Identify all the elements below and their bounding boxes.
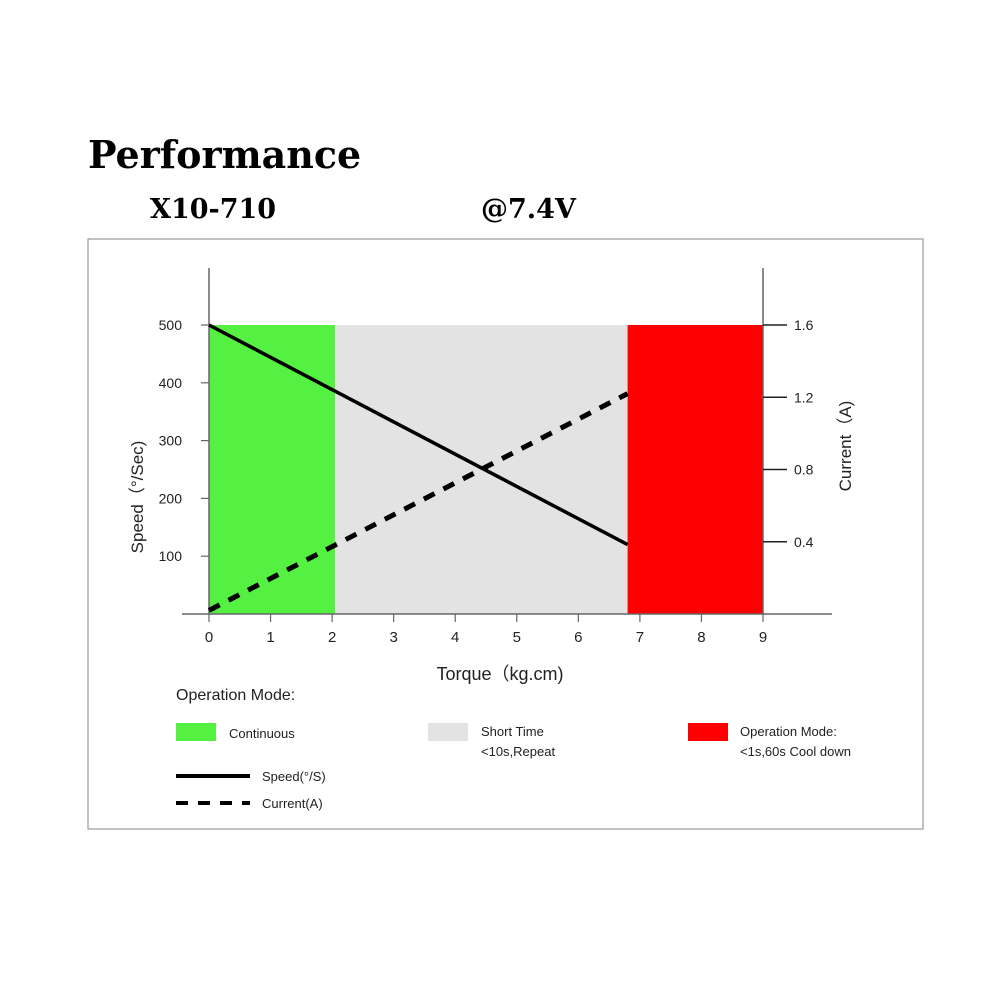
x-tick-label: 3 xyxy=(389,629,397,646)
series-lines xyxy=(207,323,629,613)
speed-line xyxy=(208,323,629,547)
legend-swatch-overload xyxy=(688,723,728,741)
legend-label-speed: Speed(°/S) xyxy=(262,769,326,784)
x-tick-label: 4 xyxy=(451,629,459,646)
x-tick-label: 0 xyxy=(205,629,213,646)
legend-swatch-continuous xyxy=(176,723,216,741)
legend-sublabel-overload: <1s,60s Cool down xyxy=(740,744,851,759)
legend-label-continuous: Continuous xyxy=(229,726,295,741)
legend-swatch-short-time xyxy=(428,723,468,741)
y-tick-label: 300 xyxy=(159,433,183,449)
region-overload xyxy=(627,325,763,614)
model-name: X10-710 xyxy=(150,194,277,225)
legend-label-overload: Operation Mode: xyxy=(740,724,837,739)
y-tick-label: 400 xyxy=(159,375,183,391)
x-tick-label: 8 xyxy=(697,629,705,646)
page-title: Performance xyxy=(88,132,362,177)
x-tick-label: 6 xyxy=(574,629,582,646)
y-tick-label: 100 xyxy=(159,548,183,564)
voltage-label: @7.4V xyxy=(481,194,576,225)
axes xyxy=(182,268,832,622)
x-axis-label: Torque（kg.cm) xyxy=(436,664,563,684)
x-tick-label: 9 xyxy=(759,629,767,646)
tick-labels: 0 1 2 3 4 5 6 7 8 9 100 200 300 400 500 0.4 0.8 1.2 1.6 xyxy=(159,317,814,646)
chart-frame xyxy=(87,238,924,830)
y-axis-label: Speed（°/Sec) xyxy=(128,441,147,554)
y2-tick-label: 0.8 xyxy=(794,462,814,478)
legend-label-short-time: Short Time xyxy=(481,724,544,739)
x-tick-label: 5 xyxy=(513,629,521,646)
x-tick-label: 1 xyxy=(266,629,274,646)
y2-axis-label: Current（A) xyxy=(836,401,855,492)
y2-tick-label: 0.4 xyxy=(794,534,814,550)
y2-tick-label: 1.6 xyxy=(794,317,814,333)
legend-label-current: Current(A) xyxy=(262,796,323,811)
region-continuous xyxy=(209,325,336,614)
x-tick-label: 7 xyxy=(636,629,644,646)
legend-sublabel-short-time: <10s,Repeat xyxy=(481,744,555,759)
legend-heading: Operation Mode: xyxy=(176,687,295,704)
y-tick-label: 200 xyxy=(159,490,183,506)
y2-tick-label: 1.2 xyxy=(794,389,814,405)
y-tick-label: 500 xyxy=(159,317,183,333)
x-tick-label: 2 xyxy=(328,629,336,646)
legend: Operation Mode: Continuous Short Time <1… xyxy=(176,687,851,811)
